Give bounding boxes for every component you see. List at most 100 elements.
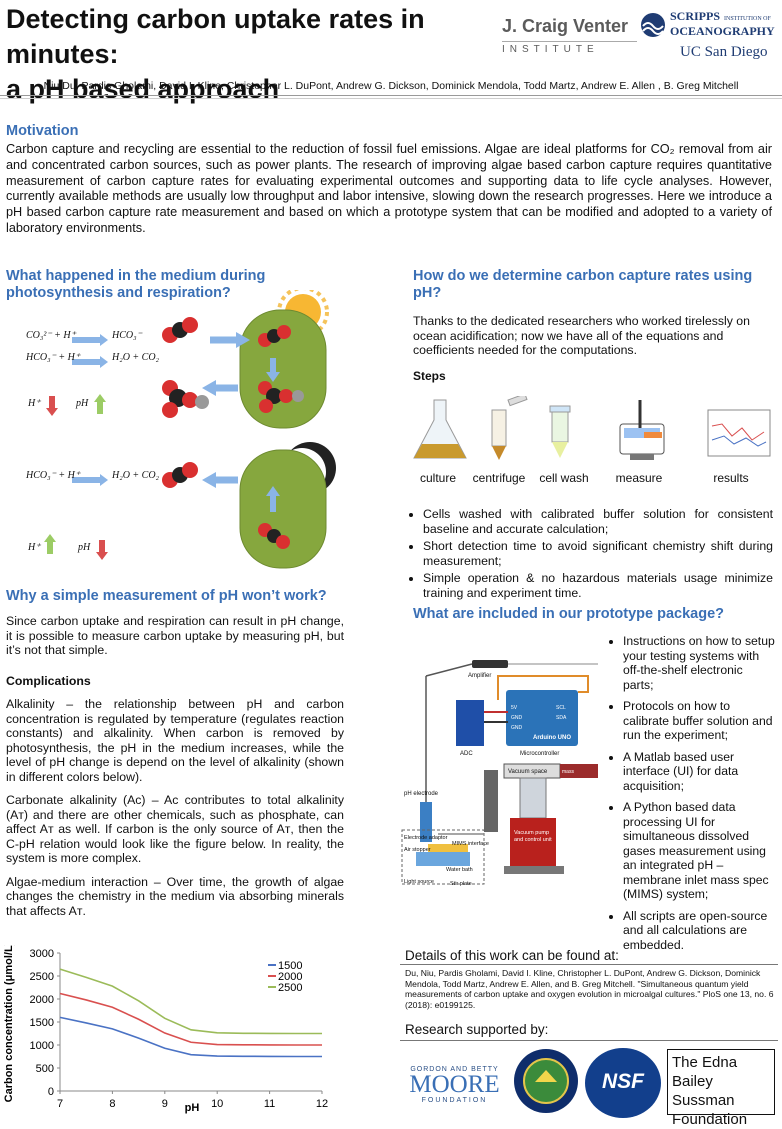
jcvi-logo-sub: INSTITUTE xyxy=(502,41,637,55)
support-heading: Research supported by: xyxy=(405,1022,549,1037)
nsf-text: NSF xyxy=(602,1070,644,1093)
details-rule xyxy=(400,964,778,965)
moore-name-1: GORDON AND BETTY xyxy=(410,1066,499,1073)
package-item: All scripts are open-source and all calc… xyxy=(623,909,775,953)
complication-carbonate: Carbonate alkalinity (Aᴄ) – Aᴄ contribut… xyxy=(6,793,344,865)
bicarbonate-molecule-icon xyxy=(258,381,304,413)
results-screen-icon xyxy=(707,409,771,457)
arduino-board xyxy=(506,690,578,746)
algae-cell-night xyxy=(239,449,327,569)
chart-y-tick-label: 500 xyxy=(36,1063,54,1075)
complication-alkalinity: Alkalinity – the relationship between pH… xyxy=(6,697,344,784)
cell-wash-tube-icon xyxy=(549,405,571,458)
label-water-bath: Water bath xyxy=(446,867,473,873)
label-amplifier: Amplifier xyxy=(468,673,492,679)
label-vacuum-pump: Vacuum pump and control unit xyxy=(514,830,552,843)
howto-bullet: Short detection time to avoid significan… xyxy=(423,539,773,568)
package-diagram: Amplifier ADC Arduino UNO Microcontrolle… xyxy=(398,652,598,887)
eq3-left: HCO₃⁻ + H⁺ xyxy=(26,470,81,481)
chart-y-tick-label: 0 xyxy=(48,1086,54,1098)
chart-legend-label: 2000 xyxy=(278,971,302,983)
edna-foundation-logo: The Edna Bailey Sussman Foundation xyxy=(667,1049,775,1128)
howto-bullets: Cells washed with calibrated buffer solu… xyxy=(405,507,773,603)
label-mass-spectrometer: mass spectrometer xyxy=(562,769,592,788)
moore-logo: GORDON AND BETTY MOORE FOUNDATION xyxy=(402,1066,507,1104)
package-item: Protocols on how to calibrate buffer sol… xyxy=(623,699,775,743)
medium-diagram: CO₃²⁻ + H⁺ HCO₃⁻ HCO₃⁻ + H⁺ H₂O + CO₂ HC… xyxy=(20,286,360,580)
chart-series-line xyxy=(59,992,322,1046)
label-air-stopper: Air stopper xyxy=(404,847,431,853)
chart-x-tick-label: 7 xyxy=(57,1098,63,1110)
label-arduino: Arduino UNO xyxy=(533,735,571,741)
chart-y-tick-label: 1000 xyxy=(30,1040,54,1052)
chart-x-tick-label: 8 xyxy=(109,1098,115,1110)
chart-legend-label: 1500 xyxy=(278,960,302,972)
chart-x-axis-label: pH xyxy=(185,1102,200,1114)
vacuum-pump-icon xyxy=(510,818,556,866)
label-scl: SCL xyxy=(556,705,566,711)
bicarbonate-molecule-icon xyxy=(162,380,209,418)
howto-bullet: Cells washed with calibrated buffer solu… xyxy=(423,507,773,536)
label-stir-plate: Stir plate xyxy=(450,881,472,887)
nsf-logo: NSF xyxy=(585,1048,661,1118)
package-item: A Python based data processing UI for si… xyxy=(623,800,775,902)
label-electrode-adaptor: Electrode adaptor xyxy=(404,835,448,841)
chart-y-tick-label: 2000 xyxy=(30,994,54,1006)
flask-icon xyxy=(413,399,467,459)
step-culture: culture xyxy=(419,471,457,485)
co2-molecule-icon xyxy=(258,523,290,549)
divider xyxy=(0,95,782,96)
edna-name: The Edna Bailey Sussman Foundation xyxy=(672,1054,748,1128)
label-mims-interface: MIMS interface xyxy=(452,841,489,847)
step-measure: measure xyxy=(615,471,663,485)
label-light-source: Light source xyxy=(404,879,434,885)
label-microcontroller: Microcontroller xyxy=(520,751,560,757)
chart-x-tick-label: 11 xyxy=(264,1098,275,1110)
chart-x-tick-label: 12 xyxy=(316,1098,328,1110)
support-rule xyxy=(400,1040,778,1041)
co2-molecule-icon xyxy=(162,462,198,488)
chart-y-tick-label: 1500 xyxy=(30,1017,54,1029)
title-line-1: Detecting carbon uptake rates in minutes… xyxy=(6,4,425,69)
citation: Du, Niu, Pardis Gholami, David I. Kline,… xyxy=(405,968,774,1010)
moore-name-2: MOORE xyxy=(409,1071,500,1098)
package-item: A Matlab based user interface (UI) for d… xyxy=(623,750,775,794)
photosynthesis-illustration xyxy=(44,286,336,569)
eq2-right: H₂O + CO₂ xyxy=(112,352,160,363)
carbon-ph-chart: 0 500 1000 1500 2000 2500 3000 7 8 9 10 11 12 pH Carbo… xyxy=(0,941,350,1123)
jcvi-logo: J. Craig Venter INSTITUTE xyxy=(502,16,637,68)
chart-y-axis-label: Carbon concentration (μmol/L) xyxy=(3,945,15,1102)
step-cell-wash: cell wash xyxy=(539,471,589,485)
motivation-heading: Motivation xyxy=(6,123,79,139)
howto-intro: Thanks to the dedicated researchers who … xyxy=(413,314,750,357)
chart-x-tick-label: 10 xyxy=(211,1098,223,1110)
package-list: Instructions on how to setup your testin… xyxy=(603,634,775,955)
label-ph-electrode: pH electrode xyxy=(404,791,439,797)
chart-legend-label: 2500 xyxy=(278,982,302,994)
co2-molecule-icon xyxy=(258,325,291,347)
ph-label-day: pH xyxy=(76,398,89,409)
steps-illustration xyxy=(408,393,778,466)
chart-series-line xyxy=(59,1016,322,1058)
howto-heading: How do we determine carbon capture rates… xyxy=(413,268,753,301)
label-vacuum-space: Vacuum space xyxy=(508,769,548,775)
eq2-left: HCO₃⁻ + H⁺ xyxy=(26,352,81,363)
package-heading: What are included in our prototype packa… xyxy=(413,606,724,622)
chart-y-tick-label: 3000 xyxy=(30,948,54,960)
howto-bullet: Simple operation & no hazardous material… xyxy=(423,571,773,600)
doe-seal-icon xyxy=(513,1048,579,1114)
poster-title: Detecting carbon uptake rates in minutes… xyxy=(6,2,496,107)
complications-heading: Complications xyxy=(6,673,91,688)
h-label-night: H⁺ xyxy=(28,542,41,553)
simple-intro: Since carbon uptake and respiration can … xyxy=(6,614,344,657)
amplifier-icon xyxy=(472,660,508,668)
scripps-sub: INSTITUTION OF xyxy=(724,16,771,22)
scripps-ocean: OCEANOGRAPHY xyxy=(670,24,775,38)
ucsd-logo: UC San Diego xyxy=(680,44,768,60)
steps-labels: culture centrifuge cell wash measure res… xyxy=(398,471,778,487)
scripps-name: SCRIPPS xyxy=(670,9,721,23)
h-label-day: H⁺ xyxy=(28,398,41,409)
details-heading: Details of this work can be found at: xyxy=(405,948,619,963)
eq1-right: HCO₃⁻ xyxy=(112,330,142,341)
